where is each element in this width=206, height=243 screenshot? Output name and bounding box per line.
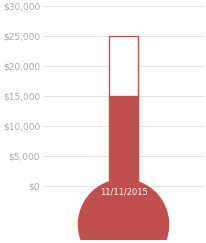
Ellipse shape [78,180,168,243]
Bar [109,36,137,96]
Text: 11/11/2015: 11/11/2015 [99,187,147,196]
Bar [109,185,137,187]
Bar [109,96,137,186]
